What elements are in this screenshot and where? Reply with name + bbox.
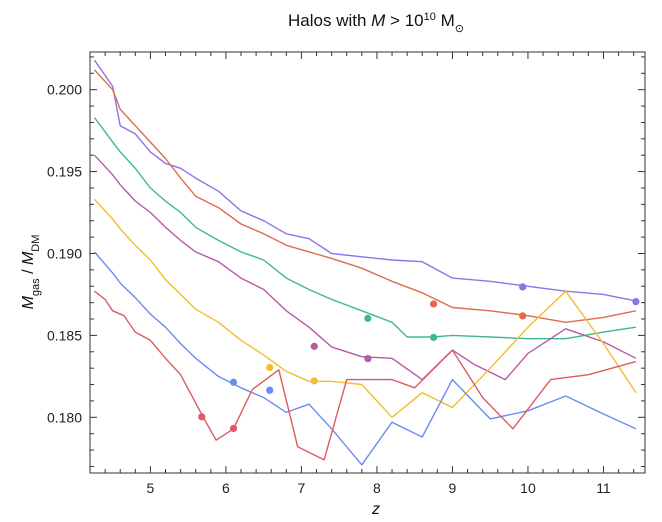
series-marker-5	[266, 363, 274, 372]
ylabel-num-sub: gas	[30, 278, 42, 296]
ylabel-num-var: M	[20, 295, 37, 309]
series-marker-1	[632, 298, 640, 306]
series-marker-1	[519, 283, 527, 291]
title-var: M	[371, 11, 386, 30]
ylabel-den-var: M	[20, 251, 37, 265]
ylabel-sep: /	[20, 265, 37, 278]
y-tick-label: 0.185	[47, 327, 82, 343]
series-line-2	[93, 69, 637, 323]
series-line-5	[93, 198, 637, 418]
title-exp: 10	[424, 11, 436, 23]
series-marker-5	[310, 377, 318, 385]
y-tick-label: 0.190	[47, 245, 82, 261]
title-prefix: Halos with	[288, 11, 371, 30]
series-marker-4	[310, 342, 318, 350]
series-marker-3	[364, 314, 372, 322]
plot-frame	[89, 51, 646, 474]
x-tick-label: 7	[298, 480, 306, 496]
y-axis-label: Mgas / MDM	[20, 235, 42, 310]
x-tick-label: 5	[147, 480, 155, 496]
x-tick-label: 8	[373, 480, 381, 496]
ylabel-den-sub: DM	[30, 235, 42, 252]
y-tick-label: 0.180	[47, 409, 82, 425]
x-axis-label: z	[371, 501, 380, 518]
x-tick-label: 11	[596, 480, 611, 496]
series-line-7	[94, 290, 637, 461]
y-tick-label: 0.195	[47, 164, 82, 180]
chart-title: Halos with M > 1010 M⊙	[288, 11, 464, 35]
series-line-3	[93, 117, 637, 340]
series-marker-6	[266, 386, 274, 394]
series-marker-7	[198, 413, 206, 421]
y-tick-label: 0.200	[47, 82, 82, 98]
series-line-1	[93, 59, 637, 302]
title-mid: > 10	[385, 11, 423, 30]
series-marker-7	[229, 424, 238, 433]
series-marker-3	[429, 333, 438, 341]
plot-area: 5 6 7 8 9 10 11 0.180 0.185 0.190 0.195 0.200	[47, 51, 646, 496]
x-tick-label: 9	[449, 480, 457, 496]
series-line-4	[93, 154, 637, 381]
series-marker-2	[519, 312, 527, 320]
x-tick-label: 10	[520, 480, 536, 496]
series-marker-2	[429, 300, 438, 308]
series-line-6	[93, 251, 637, 466]
series-marker-4	[364, 355, 372, 363]
title-unit-sub: ⊙	[455, 23, 464, 35]
series-marker-6	[229, 378, 238, 386]
title-unit: M	[436, 11, 455, 30]
x-tick-label: 6	[222, 480, 230, 496]
